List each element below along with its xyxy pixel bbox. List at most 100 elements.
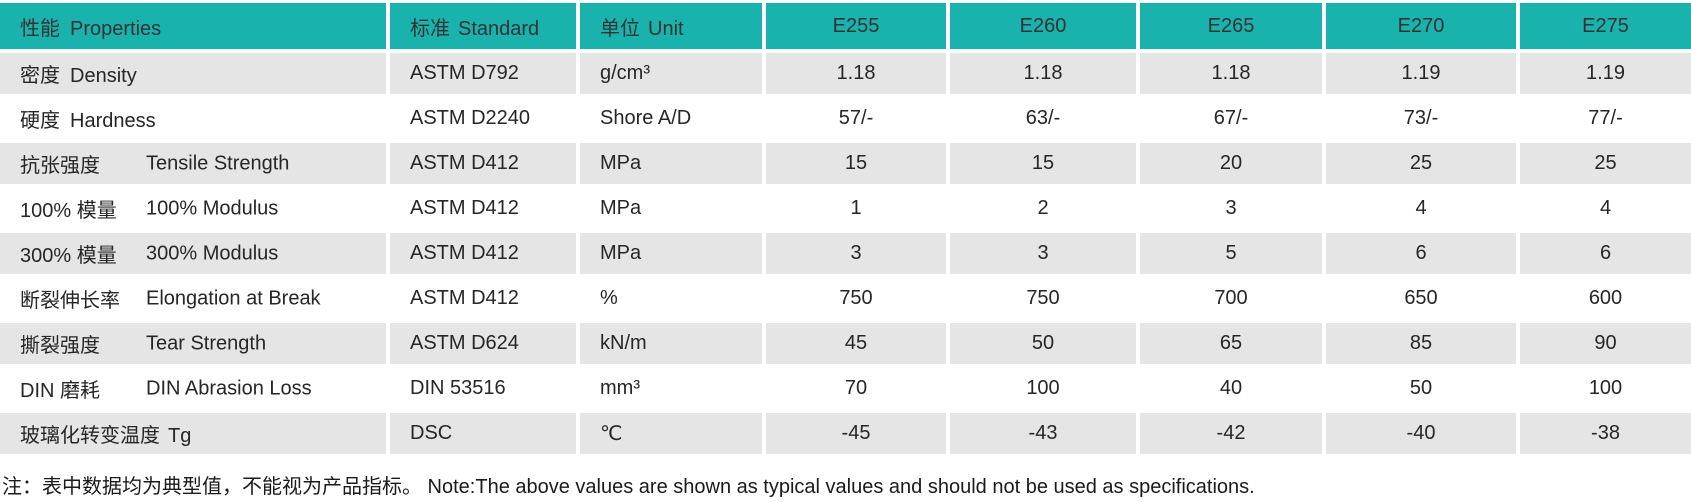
col-header-standard-zh: 标准 (410, 17, 450, 40)
value-cell-e260: 15 (950, 143, 1140, 188)
property-zh: 密度 (20, 65, 60, 87)
value-cell-e270: 4 (1326, 188, 1520, 233)
value-cell-e260: -43 (950, 413, 1140, 458)
standard-cell: ASTM D412 (390, 278, 580, 323)
table-row-din-abrasion: DIN 磨耗 DIN Abrasion Loss DIN 53516 mm³ 70… (0, 368, 1691, 413)
property-cell: 密度 Density (0, 53, 390, 98)
value-cell-e255: 70 (766, 368, 950, 413)
table-row-density: 密度 Density ASTM D792 g/cm³ 1.18 1.18 1.18… (0, 53, 1691, 98)
value-cell-e265: 700 (1140, 278, 1326, 323)
col-header-grade-e255: E255 (766, 3, 950, 53)
col-header-standard-en: Standard (458, 17, 540, 40)
property-zh: 抗张强度 (20, 155, 100, 177)
standard-cell: ASTM D412 (390, 188, 580, 233)
value-cell-e265: 3 (1140, 188, 1326, 233)
value-cell-e270: 1.19 (1326, 53, 1520, 98)
table-row-tensile-strength: 抗张强度 Tensile Strength ASTM D412 MPa 15 15… (0, 143, 1691, 188)
value-cell-e275: 100 (1520, 368, 1691, 413)
value-cell-e275: 90 (1520, 323, 1691, 368)
col-header-unit: 单位 Unit (580, 3, 766, 53)
value-cell-e260: 63/- (950, 98, 1140, 143)
property-cell: 断裂伸长率 Elongation at Break (0, 278, 390, 323)
property-en: Tg (168, 425, 192, 447)
table-row-300-modulus: 300% 模量 300% Modulus ASTM D412 MPa 3 3 5 … (0, 233, 1691, 278)
property-en: Tear Strength (146, 332, 267, 354)
unit-cell: g/cm³ (580, 53, 766, 98)
unit-cell: mm³ (580, 368, 766, 413)
property-cell: 撕裂强度 Tear Strength (0, 323, 390, 368)
standard-cell: ASTM D2240 (390, 98, 580, 143)
value-cell-e265: 65 (1140, 323, 1326, 368)
unit-cell: MPa (580, 233, 766, 278)
property-cell: 300% 模量 300% Modulus (0, 233, 390, 278)
table-header-row: 性能 Properties 标准 Standard 单位 Unit E255 E260… (0, 3, 1691, 53)
property-cell: 100% 模量 100% Modulus (0, 188, 390, 233)
value-cell-e255: 3 (766, 233, 950, 278)
value-cell-e275: 600 (1520, 278, 1691, 323)
standard-cell: ASTM D412 (390, 143, 580, 188)
value-cell-e270: 6 (1326, 233, 1520, 278)
property-zh: 100% 模量 (20, 200, 117, 222)
col-header-unit-en: Unit (648, 17, 684, 40)
property-cell: 抗张强度 Tensile Strength (0, 143, 390, 188)
value-cell-e275: 6 (1520, 233, 1691, 278)
col-header-grade-e265: E265 (1140, 3, 1326, 53)
value-cell-e260: 50 (950, 323, 1140, 368)
value-cell-e260: 2 (950, 188, 1140, 233)
unit-cell: MPa (580, 143, 766, 188)
property-zh: 断裂伸长率 (20, 290, 120, 312)
unit-cell: MPa (580, 188, 766, 233)
unit-cell: kN/m (580, 323, 766, 368)
property-cell: 硬度 Hardness (0, 98, 390, 143)
value-cell-e260: 3 (950, 233, 1140, 278)
value-cell-e265: -42 (1140, 413, 1326, 458)
value-cell-e270: -40 (1326, 413, 1520, 458)
property-en: Density (70, 65, 137, 87)
property-en: 100% Modulus (146, 197, 279, 219)
value-cell-e260: 1.18 (950, 53, 1140, 98)
standard-cell: ASTM D792 (390, 53, 580, 98)
unit-cell: % (580, 278, 766, 323)
value-cell-e270: 85 (1326, 323, 1520, 368)
property-zh: 300% 模量 (20, 245, 117, 267)
properties-table: 性能 Properties 标准 Standard 单位 Unit E255 E260… (0, 3, 1691, 458)
col-header-properties-en: Properties (70, 17, 162, 40)
unit-cell: Shore A/D (580, 98, 766, 143)
col-header-unit-zh: 单位 (600, 17, 640, 40)
unit-cell: ℃ (580, 413, 766, 458)
property-zh: DIN 磨耗 (20, 380, 100, 402)
table-row-elongation: 断裂伸长率 Elongation at Break ASTM D412 % 750… (0, 278, 1691, 323)
value-cell-e260: 750 (950, 278, 1140, 323)
value-cell-e255: 1.18 (766, 53, 950, 98)
property-en: Tensile Strength (146, 152, 290, 174)
footnote: 注：表中数据均为典型值，不能视为产品指标。 Note:The above val… (2, 476, 1255, 498)
table-row-tg: 玻璃化转变温度 Tg DSC ℃ -45 -43 -42 -40 -38 (0, 413, 1691, 458)
value-cell-e265: 40 (1140, 368, 1326, 413)
value-cell-e265: 67/- (1140, 98, 1326, 143)
standard-cell: ASTM D412 (390, 233, 580, 278)
col-header-properties-zh: 性能 (20, 17, 60, 40)
property-en: 300% Modulus (146, 242, 279, 264)
value-cell-e275: 1.19 (1520, 53, 1691, 98)
value-cell-e275: 25 (1520, 143, 1691, 188)
property-cell: 玻璃化转变温度 Tg (0, 413, 390, 458)
standard-cell: ASTM D624 (390, 323, 580, 368)
standard-cell: DIN 53516 (390, 368, 580, 413)
property-en: DIN Abrasion Loss (146, 377, 312, 399)
table-row-100-modulus: 100% 模量 100% Modulus ASTM D412 MPa 1 2 3 … (0, 188, 1691, 233)
value-cell-e260: 100 (950, 368, 1140, 413)
property-en: Hardness (70, 110, 156, 132)
value-cell-e255: 750 (766, 278, 950, 323)
value-cell-e265: 1.18 (1140, 53, 1326, 98)
col-header-grade-e260: E260 (950, 3, 1140, 53)
value-cell-e270: 650 (1326, 278, 1520, 323)
value-cell-e270: 25 (1326, 143, 1520, 188)
col-header-grade-e275: E275 (1520, 3, 1691, 53)
value-cell-e255: 15 (766, 143, 950, 188)
table-row-tear-strength: 撕裂强度 Tear Strength ASTM D624 kN/m 45 50 6… (0, 323, 1691, 368)
value-cell-e255: 1 (766, 188, 950, 233)
property-en: Elongation at Break (146, 287, 321, 309)
value-cell-e265: 5 (1140, 233, 1326, 278)
value-cell-e265: 20 (1140, 143, 1326, 188)
value-cell-e275: -38 (1520, 413, 1691, 458)
